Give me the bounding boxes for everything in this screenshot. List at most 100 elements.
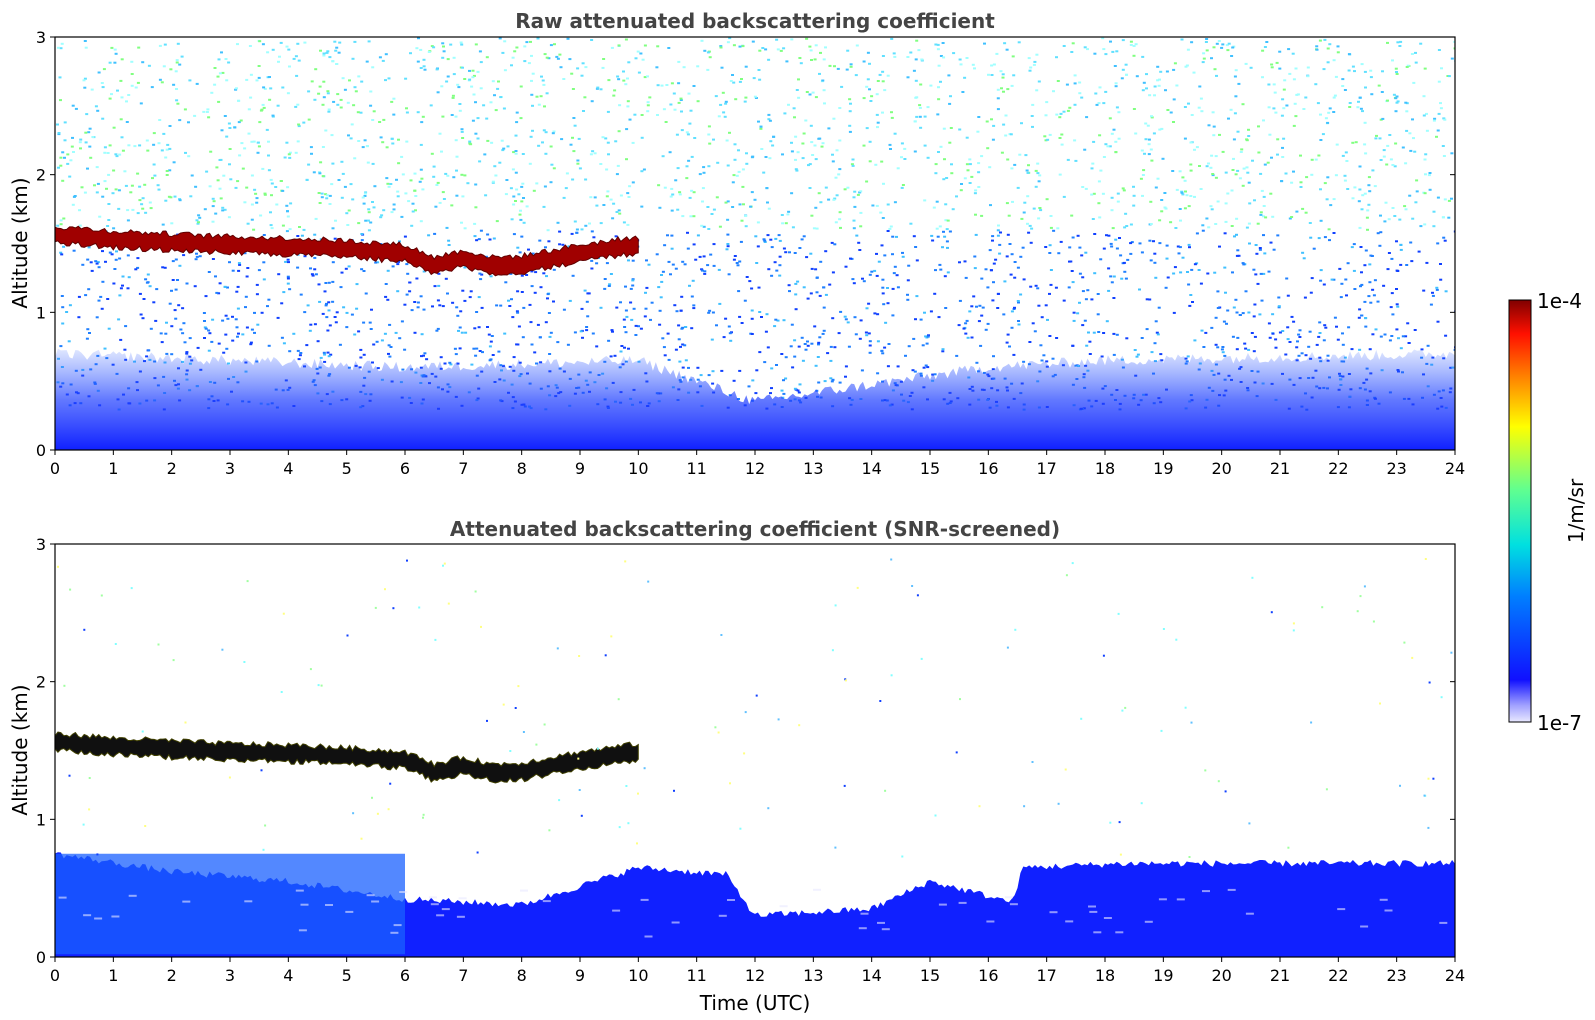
- raw-noise-cell: [1232, 138, 1236, 141]
- snr-speck: [720, 634, 723, 636]
- raw-noise-cell: [939, 145, 943, 148]
- raw-noise-cell: [767, 118, 771, 121]
- raw-noise-cell: [297, 123, 301, 126]
- raw-noise-cell: [1363, 192, 1367, 195]
- raw-noise-cell: [1440, 67, 1443, 70]
- raw-noise-cell: [582, 110, 585, 112]
- raw-noise-cell: [785, 60, 789, 63]
- raw-noise-cell: [1029, 285, 1033, 288]
- raw-noise-cell: [843, 188, 847, 191]
- raw-noise-cell: [1280, 180, 1284, 183]
- raw-noise-cell: [450, 204, 454, 207]
- raw-noise-cell: [805, 91, 809, 93]
- raw-noise-cell: [724, 102, 728, 105]
- raw-noise-cell: [599, 88, 603, 91]
- raw-noise-cell: [1036, 172, 1040, 175]
- raw-noise-cell: [88, 145, 92, 148]
- raw-noise-cell: [684, 326, 688, 328]
- raw-noise-cell: [491, 181, 495, 184]
- raw-noise-cell: [386, 269, 390, 272]
- raw-noise-cell: [880, 349, 884, 352]
- raw-noise-cell: [469, 290, 473, 293]
- raw-noise-cell: [154, 319, 158, 322]
- snr-layer-streak: [1379, 898, 1388, 901]
- raw-noise-cell: [387, 185, 391, 188]
- raw-noise-cell: [834, 176, 838, 179]
- raw-noise-cell: [298, 226, 301, 228]
- raw-noise-cell: [163, 266, 167, 269]
- raw-noise-cell: [829, 359, 833, 362]
- raw-noise-cell: [336, 103, 340, 106]
- raw-noise-cell: [1427, 174, 1431, 177]
- raw-noise-cell: [671, 193, 675, 196]
- raw-noise-cell: [539, 95, 543, 98]
- raw-noise-cell: [947, 74, 951, 77]
- raw-noise-cell: [875, 252, 878, 255]
- raw-noise-cell: [1307, 345, 1311, 348]
- raw-noise-cell: [1326, 176, 1330, 179]
- raw-noise-cell: [886, 302, 890, 305]
- raw-noise-cell: [350, 313, 354, 316]
- raw-noise-cell: [350, 123, 354, 126]
- raw-noise-cell: [503, 332, 507, 335]
- snr-speck: [920, 657, 923, 660]
- raw-noise-cell: [1317, 154, 1321, 157]
- raw-noise-cell: [1226, 309, 1230, 312]
- raw-noise-cell: [1092, 140, 1096, 143]
- raw-noise-cell: [868, 160, 872, 163]
- raw-noise-cell: [660, 84, 664, 87]
- raw-noise-cell: [131, 208, 135, 211]
- snr-layer-streak: [718, 914, 727, 917]
- raw-noise-cell: [181, 307, 185, 310]
- raw-noise-cell: [211, 220, 215, 223]
- raw-noise-cell: [911, 369, 915, 372]
- raw-boundary-layer: [55, 348, 1455, 450]
- snr-layer-streak: [182, 900, 191, 903]
- raw-noise-cell: [1395, 269, 1399, 272]
- raw-noise-cell: [1270, 66, 1274, 69]
- raw-noise-cell: [165, 148, 169, 151]
- raw-noise-cell: [794, 158, 797, 161]
- raw-noise-cell: [867, 302, 871, 305]
- raw-noise-cell: [300, 234, 304, 237]
- raw-noise-cell: [773, 325, 777, 328]
- raw-noise-cell: [992, 124, 996, 127]
- raw-noise-cell: [945, 240, 949, 243]
- raw-noise-cell: [764, 48, 768, 51]
- raw-noise-cell: [1180, 191, 1184, 194]
- raw-noise-cell: [702, 225, 706, 228]
- raw-noise-cell: [794, 293, 798, 296]
- raw-noise-cell: [138, 144, 142, 147]
- raw-noise-cell: [784, 377, 788, 380]
- raw-noise-cell: [780, 214, 784, 216]
- raw-noise-cell: [650, 301, 654, 304]
- raw-noise-cell: [312, 171, 316, 174]
- raw-noise-cell: [1149, 223, 1153, 225]
- raw-noise-cell: [542, 83, 546, 86]
- raw-noise-cell: [1071, 236, 1075, 239]
- raw-noise-cell: [1364, 325, 1368, 328]
- raw-noise-cell: [404, 77, 408, 80]
- raw-noise-cell: [267, 298, 271, 301]
- raw-noise-cell: [518, 251, 522, 254]
- raw-noise-cell: [136, 172, 140, 175]
- raw-noise-cell: [1093, 52, 1097, 55]
- raw-noise-cell: [380, 339, 384, 342]
- x-tick-label: 20: [1211, 966, 1231, 985]
- raw-noise-cell: [1110, 196, 1114, 199]
- snr-speck: [1031, 761, 1034, 763]
- raw-noise-cell: [509, 272, 513, 275]
- raw-noise-cell: [815, 227, 819, 230]
- raw-noise-cell: [127, 94, 131, 96]
- raw-noise-cell: [405, 140, 409, 143]
- raw-noise-cell: [387, 352, 390, 355]
- raw-noise-cell: [1237, 254, 1241, 257]
- raw-noise-cell: [781, 222, 785, 225]
- raw-noise-cell: [253, 331, 256, 334]
- raw-noise-cell: [862, 60, 866, 63]
- raw-noise-cell: [176, 102, 180, 105]
- raw-noise-cell: [1012, 74, 1016, 77]
- raw-noise-cell: [692, 191, 696, 194]
- raw-noise-cell: [491, 180, 495, 183]
- raw-noise-cell: [948, 102, 952, 105]
